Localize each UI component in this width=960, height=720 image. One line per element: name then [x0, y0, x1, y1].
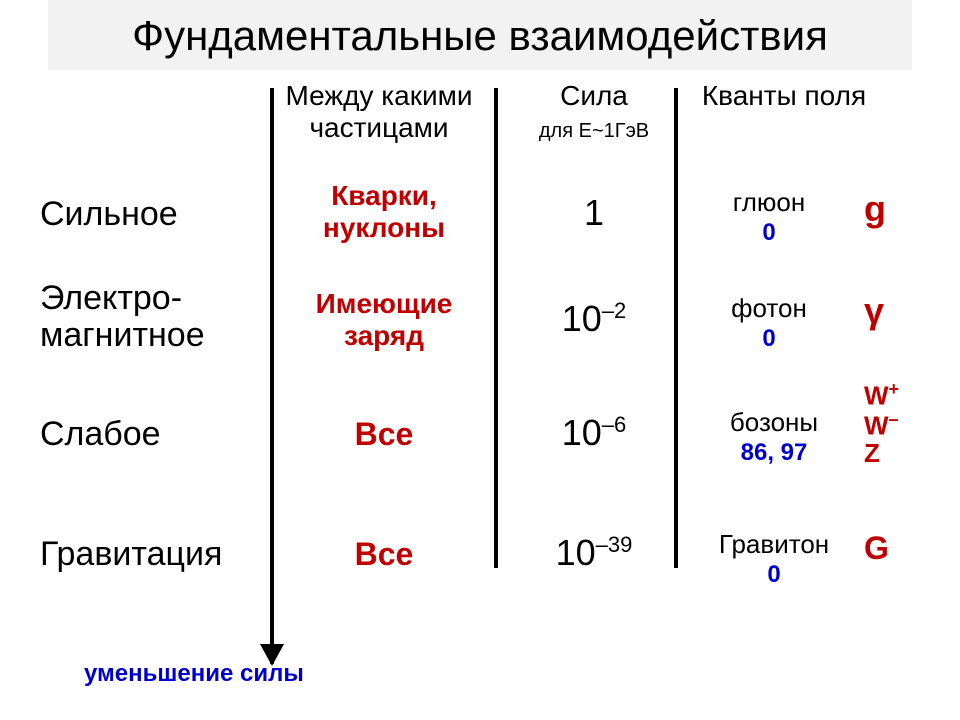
- quantum-symbol-weak: W+W–Z: [864, 380, 899, 467]
- quantum-name-weak: бозоны 86, 97: [694, 408, 854, 466]
- row-label-em: Электро- магнитное: [40, 280, 205, 355]
- slide: Фундаментальные взаимодействия Между как…: [0, 0, 960, 720]
- quantum-name-em: фотон 0: [694, 294, 844, 352]
- particles-em: Имеющие заряд: [284, 288, 484, 352]
- page-title: Фундаментальные взаимодействия: [48, 0, 912, 70]
- particles-strong: Кварки, нуклоны: [284, 180, 484, 244]
- table: Между какими частицами Сила для E~1ГэВ К…: [24, 80, 936, 690]
- row-label-gravity: Гравитация: [40, 536, 222, 573]
- quantum-name-gravity: Гравитон 0: [694, 530, 854, 588]
- col-header-strength: Сила для E~1ГэВ: [514, 80, 674, 144]
- strength-em: 10–2: [534, 298, 654, 340]
- strength-header-sub: для E~1ГэВ: [539, 120, 649, 142]
- strength-strong: 1: [534, 192, 654, 234]
- separator-3: [674, 88, 678, 568]
- strength-header-text: Сила: [560, 80, 628, 111]
- strength-weak: 10–6: [534, 412, 654, 454]
- separator-2: [494, 88, 498, 568]
- arrow-label: уменьшение силы: [84, 660, 304, 688]
- col-header-quanta: Кванты поля: [684, 80, 884, 112]
- strength-gravity: 10–39: [524, 532, 664, 574]
- col-header-particles: Между какими частицами: [264, 80, 494, 144]
- quantum-symbol-gravity: G: [864, 532, 889, 566]
- quantum-name-strong: глюон 0: [694, 188, 844, 246]
- quantum-symbol-em: γ: [864, 292, 884, 330]
- row-label-strong: Сильное: [40, 196, 178, 233]
- row-label-weak: Слабое: [40, 416, 161, 453]
- particles-weak: Все: [284, 416, 484, 453]
- particles-gravity: Все: [284, 536, 484, 573]
- quantum-symbol-strong: g: [864, 190, 886, 228]
- arrow-line: [270, 88, 274, 664]
